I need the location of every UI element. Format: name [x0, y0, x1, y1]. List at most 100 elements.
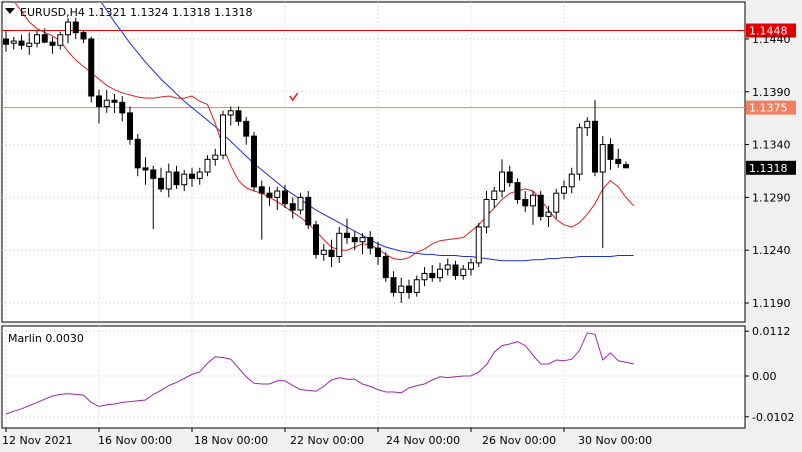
candle: [96, 89, 102, 124]
candle: [196, 167, 203, 185]
candle: [181, 169, 188, 192]
bull-candle-body: [444, 264, 451, 270]
bull-candle-body: [553, 192, 560, 213]
bear-candle-body: [514, 182, 521, 200]
bear-candle-body: [3, 38, 9, 45]
bear-candle-body: [522, 198, 529, 207]
candle: [103, 89, 110, 113]
candle: [375, 241, 381, 265]
candle: [282, 184, 288, 208]
price-axis: 1.1440 1.1390 1.1340 1.1290 1.1240 1.1190: [745, 33, 791, 310]
time-tick-label: 16 Nov 00:00: [98, 434, 172, 447]
symbol-menu-triangle-icon[interactable]: [5, 8, 15, 14]
candle: [313, 220, 319, 259]
candle: [204, 155, 211, 177]
candle: [351, 231, 358, 251]
candle: [553, 188, 560, 219]
price-tick-label: 1.1290: [752, 191, 791, 204]
bull-candle-body: [398, 285, 405, 293]
indicator-panel[interactable]: [1, 325, 746, 429]
price-tick-label: 1.1240: [752, 244, 791, 257]
bull-candle-body: [460, 268, 467, 277]
candle: [607, 138, 614, 170]
candle: [189, 167, 195, 187]
time-axis: 12 Nov 2021 16 Nov 00:00 18 Nov 00:00 22 No…: [2, 428, 652, 447]
bull-candle-body: [103, 99, 110, 108]
fast-ma-line: [14, 3, 635, 261]
bull-candle-body: [57, 34, 64, 46]
candle: [134, 134, 141, 177]
bear-candle-body: [173, 171, 180, 186]
candle: [437, 262, 443, 282]
candle: [522, 191, 529, 213]
price-panel[interactable]: [1, 1, 746, 323]
candle: [406, 279, 412, 299]
candle: [468, 258, 474, 276]
bear-candle-body: [80, 32, 87, 40]
bear-candle-body: [429, 272, 436, 279]
bull-candle-body: [165, 171, 172, 190]
bear-candle-body: [289, 203, 296, 211]
candle: [537, 191, 544, 221]
moving-averages: [14, 3, 635, 262]
bear-candle-body: [305, 196, 312, 226]
bear-candle-body: [243, 120, 250, 137]
marlin-series: [5, 332, 634, 415]
bull-candle-body: [181, 173, 188, 186]
bull-candle-body: [530, 194, 536, 207]
candle: [413, 275, 420, 297]
candle: [127, 106, 133, 145]
candle: [444, 258, 451, 276]
bull-candle-body: [468, 262, 474, 270]
candle: [258, 180, 265, 240]
time-tick-label: 18 Nov 00:00: [194, 434, 268, 447]
slow-ma-line: [101, 3, 634, 262]
candle: [491, 186, 498, 208]
candle: [72, 17, 79, 39]
bear-candle-body: [158, 177, 164, 190]
level-price-label: 1.1448: [749, 25, 788, 38]
bear-candle-body: [41, 34, 48, 43]
time-tick-label: 12 Nov 2021: [2, 434, 72, 447]
candle: [235, 106, 242, 126]
candle: [227, 106, 234, 126]
bull-candle-body: [545, 211, 552, 217]
price-tick-label: 1.1440: [752, 33, 791, 46]
bear-candle-body: [282, 190, 288, 205]
ohlc-readout: 1.1321 1.1324 1.1318 1.1318: [88, 6, 252, 19]
candle: [111, 93, 118, 113]
indicator-tick-label: 0.00: [752, 370, 777, 383]
candle: [65, 17, 71, 44]
candle: [266, 186, 273, 206]
candle: [80, 30, 87, 44]
candle: [367, 231, 374, 255]
candle: [212, 148, 219, 166]
candle: [599, 136, 606, 249]
candle: [429, 264, 436, 282]
candle: [460, 264, 467, 280]
candle: [328, 239, 335, 268]
candle: [506, 165, 513, 187]
current-price-label: 1.1318: [749, 162, 788, 175]
indicator-grid: [2, 326, 745, 428]
bull-candle-body: [274, 190, 281, 198]
bear-candle-body: [390, 277, 397, 293]
candle: [251, 131, 257, 192]
bear-candle-body: [88, 38, 95, 97]
candle: [592, 100, 598, 177]
candle: [530, 191, 536, 225]
candle: [142, 157, 149, 185]
bull-candle-body: [65, 21, 71, 36]
bear-candle-body: [406, 285, 412, 293]
bear-candle-body: [592, 120, 598, 173]
bear-candle-body: [150, 169, 157, 179]
time-tick-label: 24 Nov 00:00: [386, 434, 460, 447]
horizontal-levels[interactable]: 1.1448 1.1375 1.1318: [2, 23, 796, 175]
indicator-axis: 0.0112 0.00 -0.0102: [745, 325, 794, 424]
candle: [475, 222, 482, 268]
bull-candle-body: [568, 173, 575, 188]
bull-candle-body: [421, 272, 428, 281]
bear-candle-body: [142, 167, 149, 171]
bull-candle-body: [10, 40, 17, 44]
